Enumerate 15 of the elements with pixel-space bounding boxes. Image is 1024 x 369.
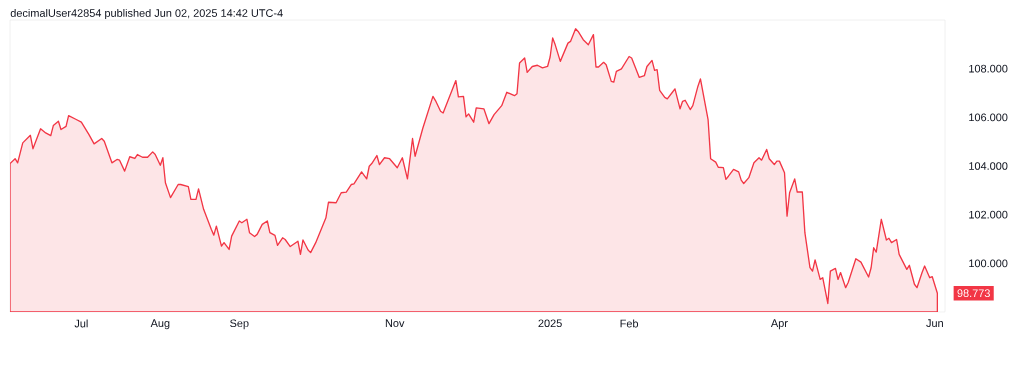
x-tick-label: Apr [770,319,788,330]
text: decimalUser42854 published Jun 02, 2025 14:42 UTC-4 [10,8,283,20]
y-tick-label: 104.000 [969,162,1008,170]
x-tick-label: Feb [620,319,639,328]
y-tick-label: 106.000 [969,113,1008,122]
x-tick-label: 2025 [538,319,562,328]
y-tick-label: 100.000 [969,259,1008,268]
y-tick-label: 102.000 [969,210,1008,219]
x-tick-label: Sep [230,319,249,330]
x-tick-label: Jun [926,319,943,328]
x-tick-label: Jul [74,319,88,328]
y-tick-label: 108.000 [969,64,1008,73]
annotation: 98.773 [957,289,990,298]
x-tick-label: Aug [150,319,170,330]
x-tick-label: Nov [385,319,405,328]
